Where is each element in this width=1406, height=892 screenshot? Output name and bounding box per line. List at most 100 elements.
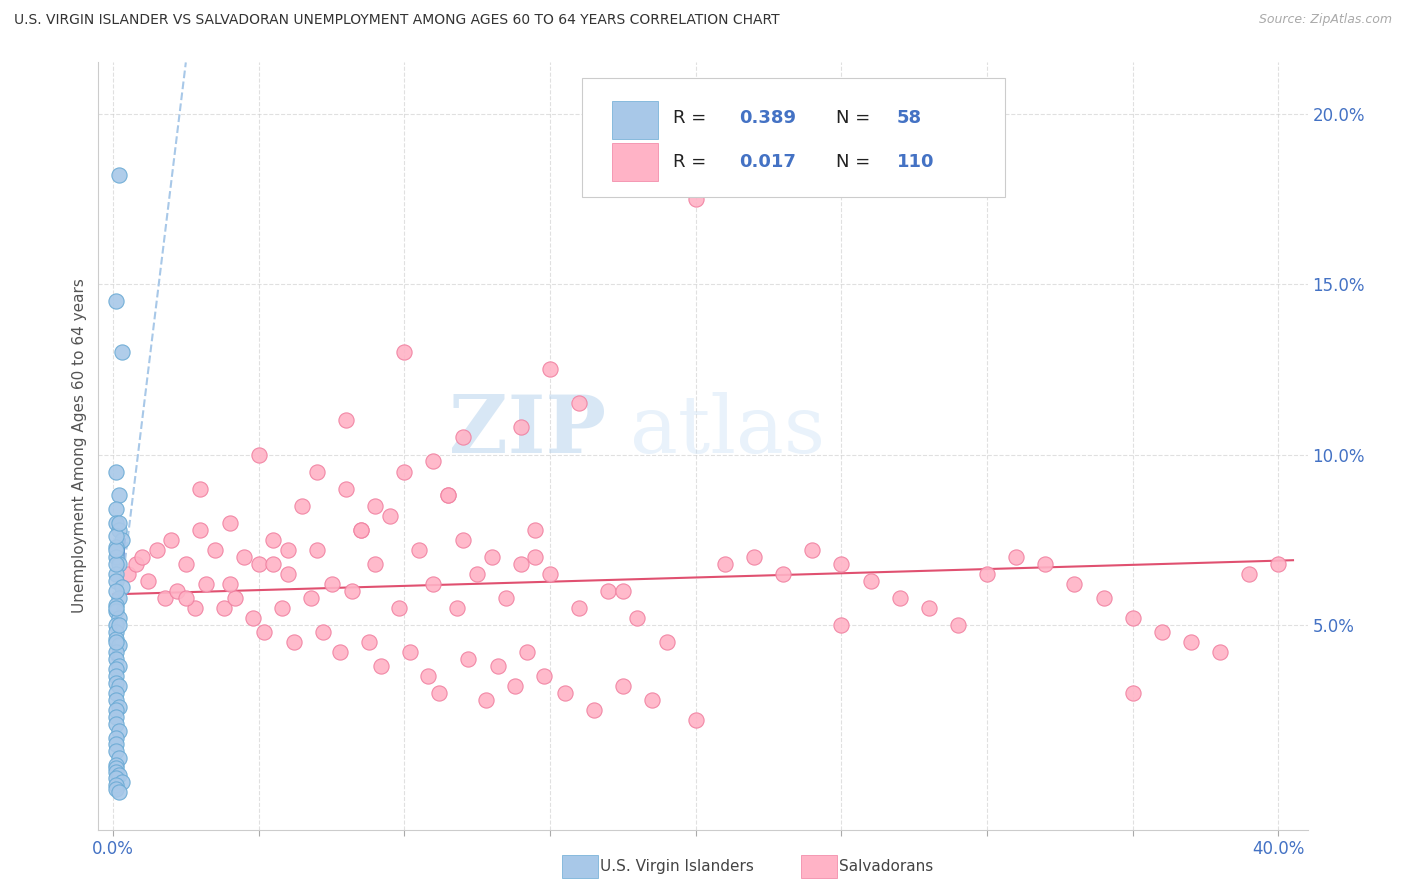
Text: 0.389: 0.389 [740,109,796,127]
Point [104,686,127,700]
Point [104,601,127,615]
Point [350,523,373,537]
Point [495,591,517,605]
Point [859,574,882,588]
Point [1150,624,1173,639]
Point [772,566,794,581]
Point [830,557,852,571]
Point [104,645,127,659]
Point [212,601,235,615]
Point [104,465,127,479]
Point [305,465,328,479]
Point [104,764,127,779]
Point [889,591,911,605]
Point [104,294,127,309]
Point [598,583,620,598]
Text: Salvadorans: Salvadorans [839,859,934,873]
Point [108,591,131,605]
Point [1267,557,1289,571]
Point [104,717,127,731]
Point [612,583,634,598]
Point [131,549,153,564]
Point [370,659,392,673]
Point [104,703,127,717]
Point [655,635,678,649]
Point [742,549,765,564]
Point [104,744,127,758]
Point [242,611,264,625]
FancyBboxPatch shape [582,78,1005,197]
Point [104,731,127,745]
Point [533,669,555,683]
Point [408,543,430,558]
Point [387,601,409,615]
Point [340,583,363,598]
Point [125,557,148,571]
Point [111,345,134,359]
Point [224,591,246,605]
Point [486,659,509,673]
Point [416,669,439,683]
Point [218,577,240,591]
Text: N =: N = [837,109,876,127]
Point [104,574,127,588]
Point [685,192,707,206]
Point [516,645,538,659]
Point [253,624,276,639]
Point [190,523,212,537]
Y-axis label: Unemployment Among Ages 60 to 64 years: Unemployment Among Ages 60 to 64 years [72,278,87,614]
Point [104,583,127,598]
Point [299,591,322,605]
Point [503,679,526,693]
Point [350,523,373,537]
Point [582,703,605,717]
Point [104,529,127,543]
Point [183,601,205,615]
Point [321,577,343,591]
Point [399,645,422,659]
Point [111,774,134,789]
Point [685,714,707,728]
Point [166,583,188,598]
Point [364,557,387,571]
Point [1033,557,1056,571]
Point [218,516,240,530]
Point [108,488,131,502]
Point [160,533,183,547]
Point [1239,566,1261,581]
Point [108,611,131,625]
Point [195,577,218,591]
Point [305,543,328,558]
Point [641,693,664,707]
Point [1209,645,1232,659]
Point [108,557,131,571]
Point [538,362,561,376]
Point [568,601,591,615]
Point [524,523,547,537]
Point [108,168,131,182]
Point [277,566,299,581]
Point [364,499,387,513]
Point [155,591,177,605]
Point [291,499,314,513]
Point [104,557,127,571]
Text: R =: R = [672,109,711,127]
Point [247,557,270,571]
Point [976,566,998,581]
Point [1092,591,1115,605]
Point [262,533,284,547]
Point [538,566,561,581]
Text: N =: N = [837,153,876,171]
Point [104,598,127,612]
Point [104,516,127,530]
Point [108,699,131,714]
Point [394,465,416,479]
Point [568,396,591,410]
Point [174,591,197,605]
Point [283,635,305,649]
Point [111,581,134,595]
Point [104,502,127,516]
Point [104,549,127,564]
Point [277,543,299,558]
Point [108,751,131,765]
